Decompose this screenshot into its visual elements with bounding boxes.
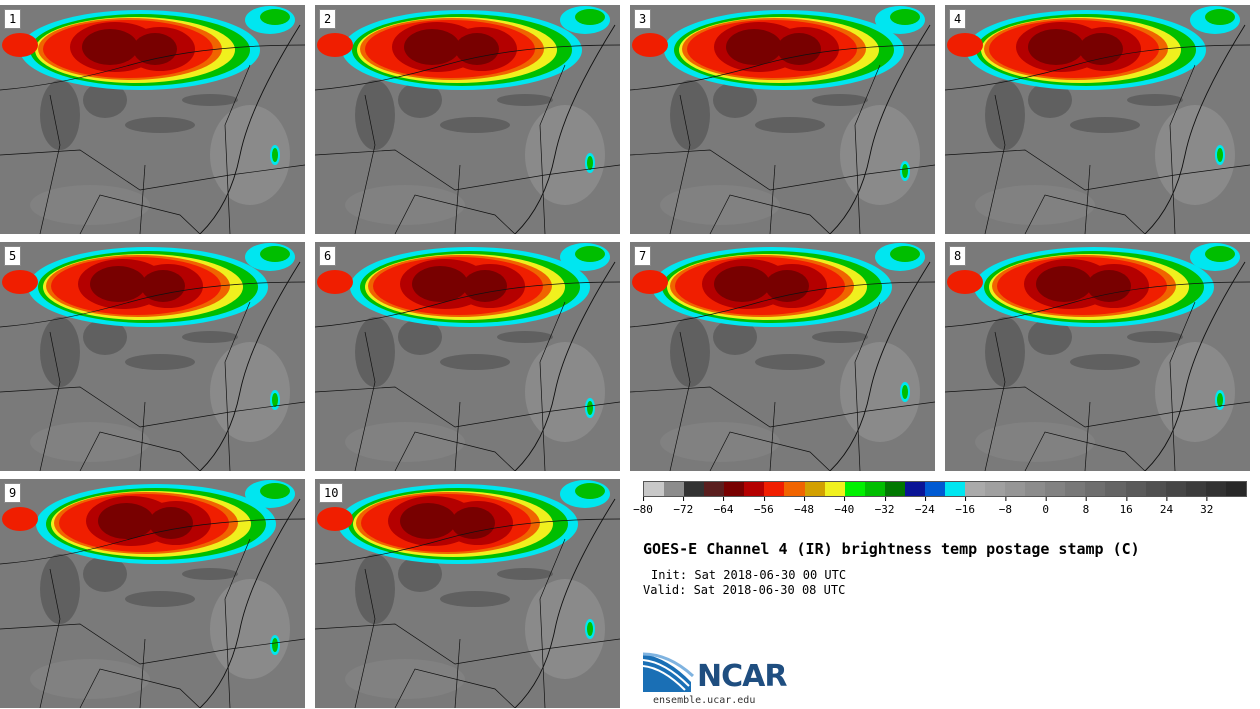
ir-map-1 bbox=[0, 5, 305, 234]
colorbar-swatch bbox=[844, 482, 865, 496]
colorbar-swatch bbox=[1025, 482, 1046, 496]
map-panel-4: 4 bbox=[945, 5, 1250, 234]
panel-number-label: 2 bbox=[319, 9, 337, 29]
colorbar-swatch bbox=[944, 482, 965, 496]
ncar-wordmark: NCAR bbox=[697, 659, 787, 694]
ir-map-2 bbox=[315, 5, 620, 234]
colorbar-swatch bbox=[684, 482, 705, 496]
ncar-logo-icon bbox=[643, 652, 695, 692]
colorbar-tick-label: −64 bbox=[714, 497, 733, 516]
colorbar-swatch bbox=[1185, 482, 1206, 496]
panel-number-label: 8 bbox=[949, 246, 967, 266]
colorbar-swatch bbox=[644, 482, 665, 496]
colorbar-tick-label: 16 bbox=[1120, 497, 1133, 516]
colorbar-swatch bbox=[924, 482, 945, 496]
colorbar-tick-label: −40 bbox=[834, 497, 854, 516]
panel-number-label: 5 bbox=[4, 246, 22, 266]
panel-number-label: 7 bbox=[634, 246, 652, 266]
init-time: Init: Sat 2018-06-30 00 UTC bbox=[651, 568, 847, 582]
panel-number-label: 9 bbox=[4, 483, 22, 503]
ir-map-6 bbox=[315, 242, 620, 471]
panel-number-label: 10 bbox=[319, 483, 344, 503]
map-panel-9: 9 bbox=[0, 479, 305, 708]
panel-number-label: 6 bbox=[319, 246, 337, 266]
figure-title: GOES-E Channel 4 (IR) brightness temp po… bbox=[643, 540, 1140, 558]
colorbar-tick-label: 32 bbox=[1200, 497, 1213, 516]
colorbar-swatch bbox=[804, 482, 825, 496]
colorbar-swatch bbox=[724, 482, 745, 496]
map-panel-7: 7 bbox=[630, 242, 935, 471]
panel-number-label: 3 bbox=[634, 9, 652, 29]
ir-map-5 bbox=[0, 242, 305, 471]
colorbar-swatch bbox=[1005, 482, 1026, 496]
colorbar bbox=[643, 481, 1247, 497]
valid-time: Valid: Sat 2018-06-30 08 UTC bbox=[643, 583, 846, 597]
colorbar-swatch bbox=[1205, 482, 1226, 496]
colorbar-swatch bbox=[764, 482, 785, 496]
colorbar-swatch bbox=[1065, 482, 1086, 496]
colorbar-swatch bbox=[1225, 482, 1246, 496]
colorbar-swatch bbox=[1125, 482, 1146, 496]
colorbar-swatch bbox=[884, 482, 905, 496]
panel-number-label: 4 bbox=[949, 9, 967, 29]
ir-map-9 bbox=[0, 479, 305, 708]
colorbar-swatch bbox=[744, 482, 765, 496]
panel-number-label: 1 bbox=[4, 9, 22, 29]
colorbar-swatch bbox=[904, 482, 925, 496]
colorbar-swatch bbox=[1165, 482, 1186, 496]
colorbar-swatch bbox=[1105, 482, 1126, 496]
colorbar-tick-label: −8 bbox=[999, 497, 1012, 516]
colorbar-tick-label: −32 bbox=[875, 497, 895, 516]
colorbar-swatch bbox=[704, 482, 725, 496]
colorbar-tick-label: −16 bbox=[955, 497, 975, 516]
ir-map-4 bbox=[945, 5, 1250, 234]
colorbar-tick-label: −80 bbox=[633, 497, 653, 516]
colorbar-tick-label: −24 bbox=[915, 497, 935, 516]
colorbar-swatch bbox=[664, 482, 685, 496]
map-panel-1: 1 bbox=[0, 5, 305, 234]
colorbar-swatch bbox=[965, 482, 986, 496]
colorbar-ticks: −80 −72 −64 −56 −48 −40 −32 −24 −16 −8 0 8 16 24 32 bbox=[633, 497, 1247, 521]
colorbar-tick-label: −56 bbox=[754, 497, 774, 516]
ir-map-3 bbox=[630, 5, 935, 234]
colorbar-swatch bbox=[1145, 482, 1166, 496]
colorbar-tick-label: 24 bbox=[1160, 497, 1173, 516]
map-panel-5: 5 bbox=[0, 242, 305, 471]
colorbar-swatch bbox=[1045, 482, 1066, 496]
map-panel-10: 10 bbox=[315, 479, 620, 708]
colorbar-swatch bbox=[864, 482, 885, 496]
colorbar-tick-label: −48 bbox=[794, 497, 814, 516]
map-panel-2: 2 bbox=[315, 5, 620, 234]
colorbar-tick-label: −72 bbox=[673, 497, 693, 516]
colorbar-swatch bbox=[985, 482, 1006, 496]
map-panel-3: 3 bbox=[630, 5, 935, 234]
colorbar-swatch bbox=[784, 482, 805, 496]
ir-map-7 bbox=[630, 242, 935, 471]
colorbar-tick-label: 8 bbox=[1083, 497, 1089, 516]
ir-map-8 bbox=[945, 242, 1250, 471]
map-panel-6: 6 bbox=[315, 242, 620, 471]
ir-map-10 bbox=[315, 479, 620, 708]
colorbar-swatch bbox=[1085, 482, 1106, 496]
logo-url: ensemble.ucar.edu bbox=[653, 695, 756, 706]
colorbar-tick-label: 0 bbox=[1042, 497, 1049, 516]
colorbar-swatch bbox=[824, 482, 845, 496]
map-panel-8: 8 bbox=[945, 242, 1250, 471]
